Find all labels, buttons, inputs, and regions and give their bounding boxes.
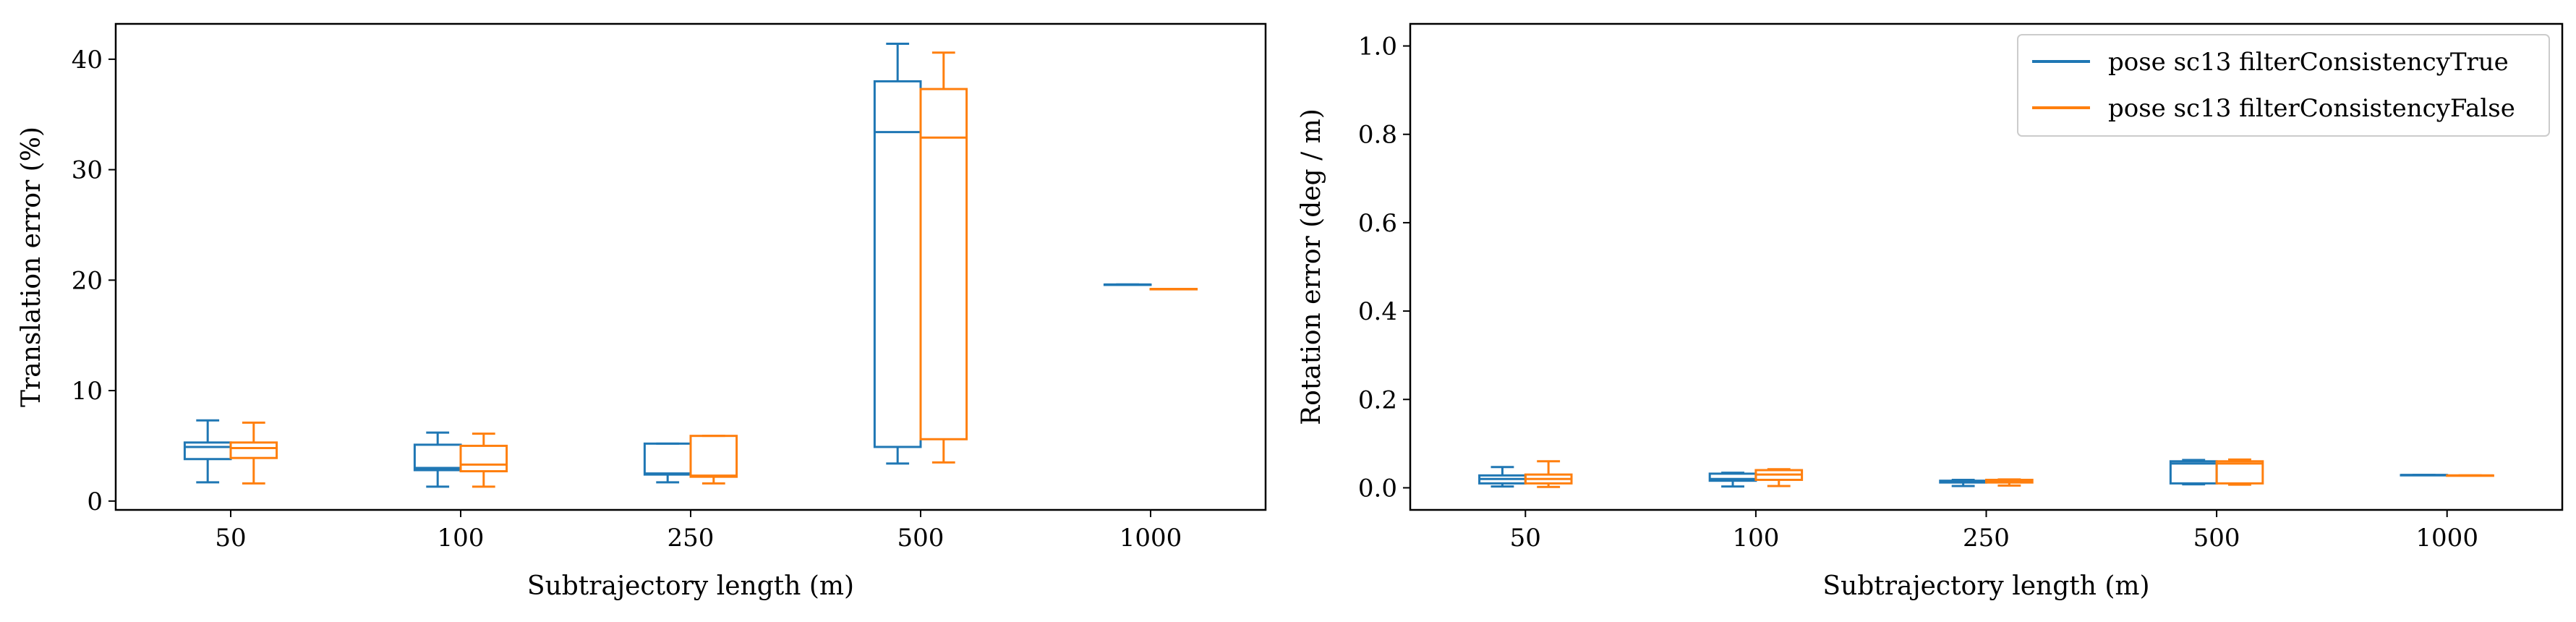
box-iqr [873,80,922,448]
x-tick-label: 250 [668,524,715,553]
box-false-1000 [2446,474,2494,477]
box-iqr [229,441,278,459]
x-axis-label: Subtrajectory length (m) [1822,571,2149,601]
y-tick-label: 0.4 [1358,297,1397,326]
box-false-250 [1985,478,2034,487]
y-tick-label: 40 [72,46,103,74]
y-tick-label: 1.0 [1358,33,1397,61]
y-tick-label: 20 [72,266,103,295]
box-true-100 [1708,472,1757,488]
axes-frame [1409,22,2564,511]
box-true-250 [1939,478,1988,487]
box-iqr [689,435,738,478]
y-tick-label: 30 [72,156,103,185]
box-true-500 [2169,459,2218,486]
y-tick-label: 0 [87,487,103,516]
box-false-100 [459,433,508,488]
box-true-500 [873,42,922,465]
x-tick-label: 100 [1732,524,1779,553]
box-false-50 [1524,460,1573,488]
legend: pose sc13 filterConsistencyTrue pose sc13… [2017,34,2550,137]
y-tick-label: 0.6 [1358,209,1397,238]
box-false-500 [2215,458,2264,486]
x-tick-label: 50 [215,524,246,553]
box-false-250 [689,435,738,485]
x-tick-label: 500 [2193,524,2240,553]
box-false-1000 [1149,288,1198,291]
chart-panel-2: 0.0 0.2 0.4 0.6 0.8 1.0 50 100 250 500 1000 Subtraj… [1297,22,2564,601]
box-false-100 [1754,468,1804,487]
box-iqr [643,442,692,476]
x-axis-label: Subtrajectory length (m) [527,571,854,601]
legend-frame [2017,34,2550,137]
box-iqr [183,441,232,461]
y-tick-label: 0.0 [1358,474,1397,503]
box-true-250 [643,442,692,484]
legend-label: pose sc13 filterConsistencyFalse [2108,94,2515,123]
chart-panel-1: 0 10 20 30 40 50 100 250 500 1000 Subtrajectory le… [17,22,1267,601]
box-true-100 [413,431,462,488]
box-true-50 [183,419,232,484]
x-tick-label: 1000 [1119,524,1182,553]
x-tick-label: 50 [1510,524,1541,553]
box-iqr [919,88,968,440]
y-axis-label: Translation error (%) [17,127,46,407]
x-tick-label: 500 [897,524,944,553]
y-tick-label: 0.8 [1358,121,1397,150]
box-false-500 [919,51,968,464]
x-tick-label: 1000 [2415,524,2478,553]
box-true-50 [1478,466,1527,488]
box-iqr [459,444,508,473]
box-iqr [413,443,462,472]
box-false-50 [229,421,278,485]
y-tick-label: 0.2 [1358,385,1397,414]
axes-frame [114,22,1267,511]
x-tick-label: 100 [438,524,485,553]
legend-label: pose sc13 filterConsistencyTrue [2108,48,2509,77]
box-iqr [2215,460,2264,485]
x-tick-label: 250 [1963,524,2010,553]
box-true-1000 [1103,283,1152,286]
y-tick-label: 10 [72,377,103,406]
y-axis-label: Rotation error (deg / m) [1297,108,1326,425]
box-iqr [2169,460,2218,485]
box-true-1000 [2400,474,2449,477]
